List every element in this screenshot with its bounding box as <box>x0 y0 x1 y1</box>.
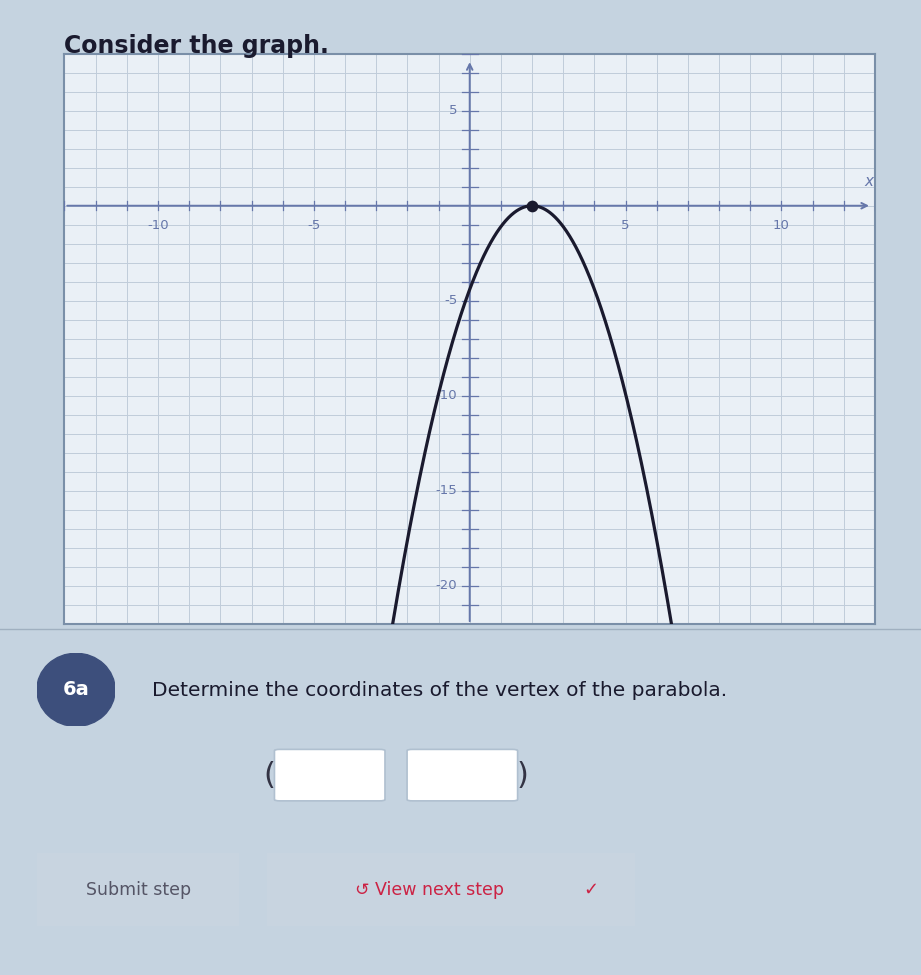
Text: ✓: ✓ <box>584 880 599 899</box>
FancyBboxPatch shape <box>274 750 385 800</box>
Text: Consider the graph.: Consider the graph. <box>64 34 330 58</box>
Text: -20: -20 <box>436 579 457 593</box>
Text: 6a: 6a <box>63 681 89 699</box>
Text: -5: -5 <box>444 294 457 307</box>
Text: 5: 5 <box>622 219 630 232</box>
Text: Determine the coordinates of the vertex of the parabola.: Determine the coordinates of the vertex … <box>152 681 727 700</box>
Text: 10: 10 <box>773 219 790 232</box>
Text: 5: 5 <box>449 104 457 117</box>
Text: -5: -5 <box>308 219 321 232</box>
Text: -15: -15 <box>436 485 457 497</box>
FancyBboxPatch shape <box>407 750 518 800</box>
Circle shape <box>37 653 115 726</box>
Text: (: ( <box>263 760 275 790</box>
Text: ): ) <box>517 760 529 790</box>
FancyBboxPatch shape <box>245 848 658 930</box>
Text: -10: -10 <box>436 389 457 403</box>
Text: x: x <box>864 174 873 188</box>
Text: -10: -10 <box>147 219 169 232</box>
FancyBboxPatch shape <box>25 848 251 930</box>
Text: ↺ View next step: ↺ View next step <box>355 880 504 899</box>
Point <box>525 198 540 214</box>
Text: Submit step: Submit step <box>86 880 191 899</box>
